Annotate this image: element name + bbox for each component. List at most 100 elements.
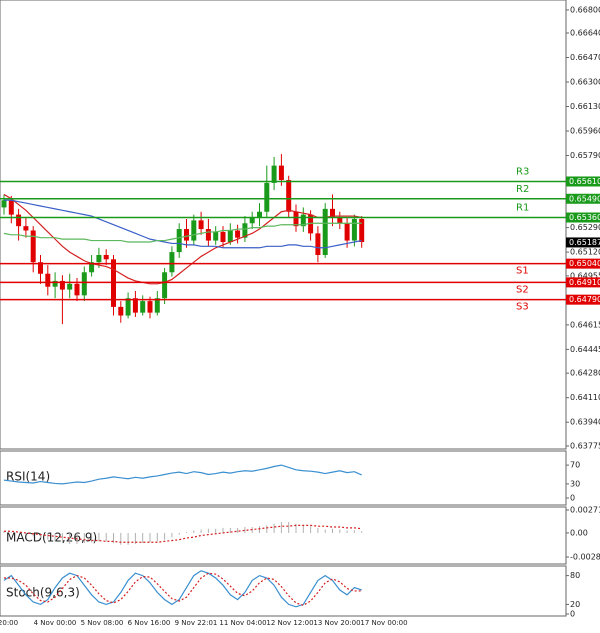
stoch-signal (4, 572, 362, 607)
candle-body (293, 211, 299, 227)
candle-body (154, 298, 160, 313)
candle-body (67, 283, 73, 290)
level-price-label: 0.65610 (569, 177, 600, 186)
candle-body (96, 254, 102, 263)
candle-body (198, 220, 204, 230)
last-price-box (566, 237, 600, 248)
y-tick-label: 0.65120 (570, 248, 600, 257)
level-name: S2 (516, 284, 529, 295)
x-tick-label: 20:00 (0, 619, 18, 627)
candle-body (147, 301, 153, 313)
main-panel (0, 0, 567, 450)
candle-body (322, 208, 328, 255)
candle-body (286, 180, 292, 212)
level-name: S3 (516, 302, 529, 313)
y-tick-label: 0.64110 (570, 393, 600, 402)
level-price-label: 0.65360 (569, 213, 600, 222)
candle-body (103, 254, 109, 260)
candle-body (1, 200, 7, 208)
candle-body (45, 273, 51, 287)
candle-body (52, 280, 58, 287)
level-price-box (566, 294, 600, 305)
level-price-box (566, 258, 600, 269)
candle-body (227, 230, 233, 243)
y-tick-label: 0 (570, 494, 575, 503)
candle-body (118, 306, 124, 316)
level-price-box (566, 193, 600, 204)
level-price-box (566, 277, 600, 288)
candle-body (205, 229, 211, 241)
y-tick-label: 0.65290 (570, 223, 600, 232)
candle-body (176, 229, 182, 253)
candle-body (278, 165, 284, 181)
y-tick-label: 80 (570, 571, 580, 580)
candle-body (23, 226, 29, 231)
y-tick-label: 0.002719 (570, 506, 600, 515)
y-tick-label: 0.66640 (570, 29, 600, 38)
y-tick-label: 0.64615 (570, 320, 600, 329)
level-price-box (566, 212, 600, 223)
level-name: R1 (516, 203, 529, 214)
x-tick-label: 5 Nov 08:00 (81, 619, 124, 627)
stoch-panel (0, 565, 567, 617)
candle-body (140, 301, 146, 313)
level-name: R2 (516, 184, 529, 195)
y-tick-label: 70 (570, 461, 580, 470)
macd-title: MACD(12,26,9) (6, 531, 97, 545)
level-name: S1 (516, 266, 529, 277)
candle-body (30, 230, 36, 263)
level-price-label: 0.65040 (569, 259, 600, 268)
candle-body (359, 218, 365, 243)
y-tick-label: -0.002852 (570, 553, 600, 562)
candle-body (257, 211, 262, 218)
level-price-box (566, 176, 600, 187)
y-tick-label: 0.64280 (570, 369, 600, 378)
y-tick-label: 0.64955 (570, 271, 600, 280)
candle-body (125, 298, 131, 316)
candle-body (337, 217, 343, 224)
candle-body (351, 218, 357, 241)
candle-body (81, 272, 87, 296)
candle-body (220, 231, 226, 243)
candle-body (191, 220, 197, 241)
candle-body (8, 200, 14, 215)
candle-body (213, 231, 219, 241)
macd-panel (0, 506, 567, 565)
y-tick-label: 0.66130 (570, 102, 600, 111)
candle-body (315, 233, 321, 255)
y-tick-label: 0.64445 (570, 345, 600, 354)
candle-body (300, 214, 306, 227)
level-price-label: 0.64790 (569, 295, 600, 304)
x-tick-label: 13 Nov 20:00 (313, 619, 360, 627)
candle-body (169, 252, 175, 273)
y-tick-label: 0.66800 (570, 5, 600, 14)
candle-body (242, 223, 248, 238)
stoch-title: Stoch(9,6,3) (6, 586, 80, 600)
candle-body (16, 214, 22, 227)
candle-body (308, 214, 314, 234)
y-tick-label: 0.66470 (570, 53, 600, 62)
last-price-label: 0.65187 (569, 238, 600, 247)
y-tick-label: 0.65790 (570, 151, 600, 160)
level-price-label: 0.65490 (569, 194, 600, 203)
x-tick-label: 12 Nov 12:00 (266, 619, 313, 627)
candle-body (162, 272, 168, 299)
x-tick-label: 11 Nov 04:00 (219, 619, 266, 627)
x-tick-label: 17 Nov 00:00 (360, 619, 407, 627)
candle-body (59, 280, 65, 290)
y-tick-label: 0.63940 (570, 418, 600, 427)
y-tick-label: 0.65960 (570, 127, 600, 136)
y-tick-label: 0.66300 (570, 78, 600, 87)
level-name: R3 (516, 166, 529, 177)
y-tick-label: 0.63775 (570, 441, 600, 450)
candle-body (271, 165, 277, 183)
candle-body (264, 182, 270, 212)
candle-body (184, 229, 189, 241)
moving-average (3, 222, 362, 243)
y-tick-label: 0 (570, 610, 575, 619)
moving-average (4, 199, 362, 249)
rsi-line (3, 464, 362, 485)
x-tick-label: 6 Nov 16:00 (128, 619, 171, 627)
y-tick-label: 20 (570, 600, 580, 609)
